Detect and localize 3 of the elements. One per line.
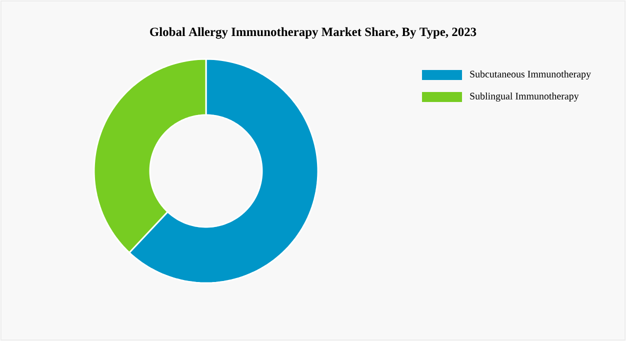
- legend-label: Subcutaneous Immunotherapy: [470, 70, 591, 80]
- chart-title: Global Allergy Immunotherapy Market Share, By Type, 2023: [150, 27, 476, 39]
- legend-label: Sublingual Immunotherapy: [470, 92, 579, 102]
